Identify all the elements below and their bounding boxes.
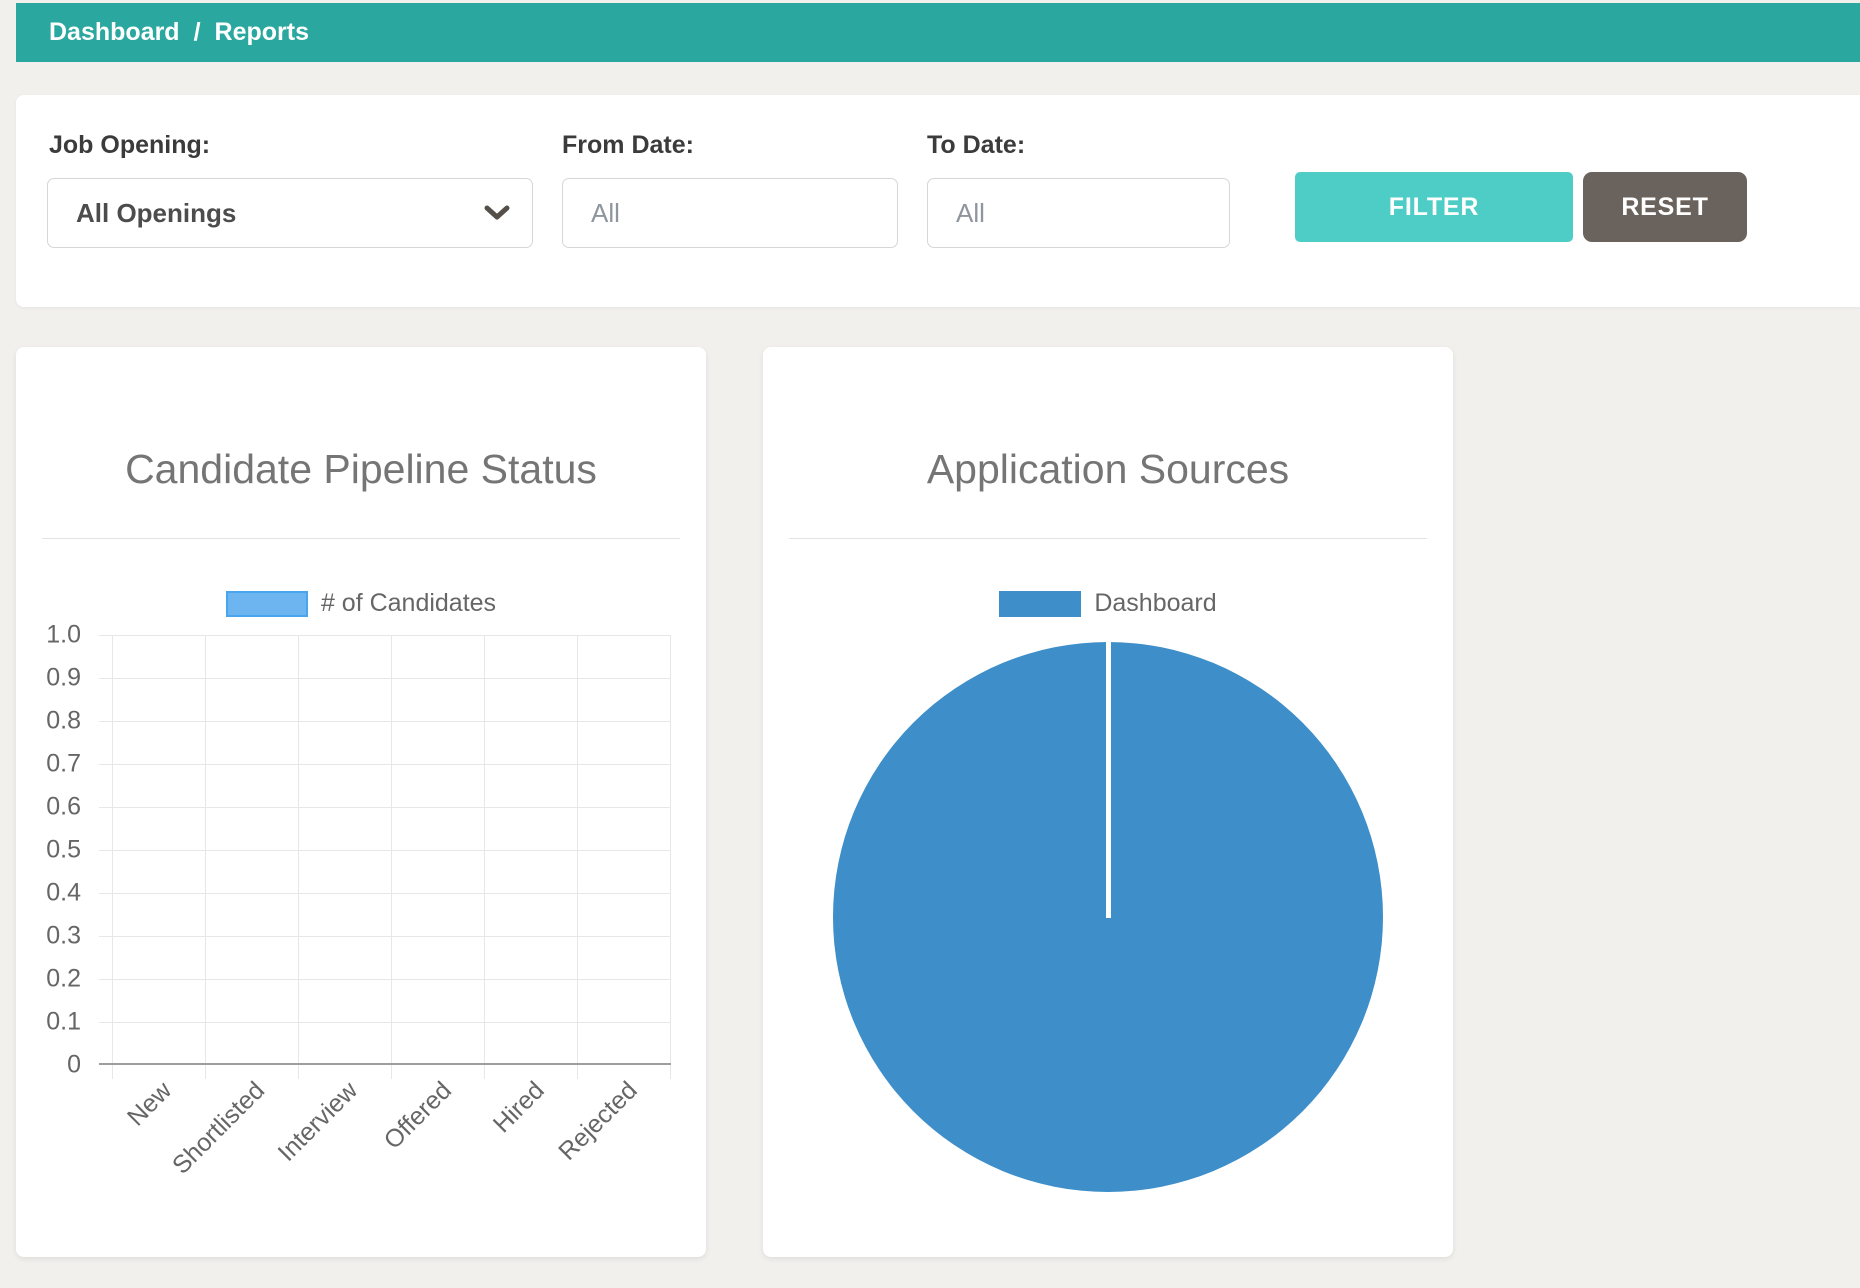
y-tick-label: 0.9: [46, 663, 81, 692]
pie-chart-title: Application Sources: [926, 446, 1290, 492]
y-tick-label: 0.1: [46, 1007, 81, 1036]
x-tick-label: New: [122, 1076, 178, 1132]
job-opening-selected-value: All Openings: [76, 197, 237, 228]
filter-panel: Job Opening: From Date: To Date: All Ope…: [16, 95, 1860, 307]
filter-button[interactable]: FILTER: [1295, 172, 1573, 242]
y-tick-label: 0.4: [46, 878, 81, 907]
card-divider: [789, 538, 1427, 539]
bar-legend-label: # of Candidates: [320, 589, 497, 617]
pie-legend-swatch: [999, 590, 1082, 617]
from-date-input[interactable]: [562, 178, 898, 248]
y-tick-label: 0: [67, 1050, 81, 1079]
y-tick-label: 0.5: [46, 835, 81, 864]
x-tick-label: Shortlisted: [167, 1076, 271, 1180]
to-date-input[interactable]: [927, 178, 1230, 248]
y-tick-label: 0.7: [46, 749, 81, 778]
y-tick-label: 0.6: [46, 792, 81, 821]
pie-chart-legend: Dashboard: [763, 589, 1453, 618]
breadcrumb-bar: Dashboard / Reports: [16, 3, 1860, 62]
card-divider: [42, 538, 680, 539]
breadcrumb-dashboard[interactable]: Dashboard: [49, 18, 180, 46]
breadcrumb-reports: Reports: [214, 18, 310, 46]
x-tick-label: Interview: [273, 1076, 364, 1167]
y-tick-label: 0.3: [46, 921, 81, 950]
breadcrumb: Dashboard / Reports: [49, 18, 309, 47]
y-tick-label: 0.2: [46, 964, 81, 993]
pie-legend-label: Dashboard: [1094, 589, 1217, 617]
bar-chart-title: Candidate Pipeline Status: [125, 446, 597, 492]
x-tick-label: Rejected: [553, 1076, 643, 1166]
job-opening-select[interactable]: All Openings: [47, 178, 533, 248]
to-date-label: To Date:: [927, 131, 1026, 159]
bar-chart-legend: # of Candidates: [16, 589, 706, 618]
y-tick-label: 1.0: [46, 620, 81, 649]
pie-slice-border: [1106, 642, 1111, 918]
bar-y-ticks: 1.0 0.9 0.8 0.7 0.6 0.5 0.4 0.3 0.2 0.1 0: [16, 622, 97, 1077]
bar-legend-swatch: [225, 590, 308, 617]
breadcrumb-separator: /: [193, 18, 201, 46]
from-date-label: From Date:: [562, 131, 694, 159]
application-sources-card: Application Sources Dashboard: [763, 347, 1453, 1257]
reset-button[interactable]: RESET: [1583, 172, 1747, 242]
x-tick-label: Hired: [487, 1076, 550, 1139]
x-tick-label: Offered: [378, 1076, 457, 1155]
bar-x-ticks: New Shortlisted Interview Offered Hired Rejec…: [112, 1076, 671, 1237]
candidate-pipeline-card: Candidate Pipeline Status # of Candidate…: [16, 347, 706, 1257]
bar-chart-plot: [99, 635, 672, 1079]
job-opening-label: Job Opening:: [49, 131, 211, 159]
y-tick-label: 0.8: [46, 706, 81, 735]
chevron-down-icon: [484, 205, 510, 220]
